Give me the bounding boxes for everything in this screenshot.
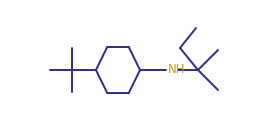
Text: NH: NH <box>168 62 185 75</box>
